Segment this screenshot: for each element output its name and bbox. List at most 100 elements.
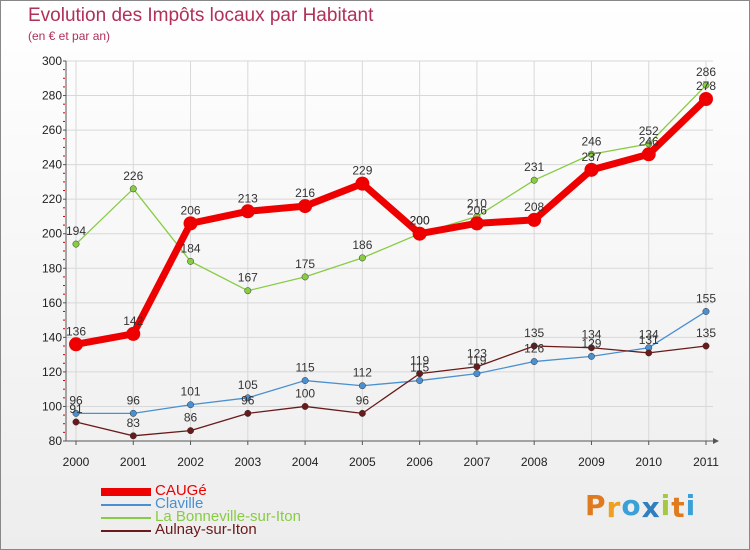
- data-point-la-bonneville-sur-iton: [301, 273, 309, 281]
- data-label-la-bonneville-sur-iton: 226: [123, 169, 143, 183]
- data-label-la-bonneville-sur-iton: 186: [352, 238, 372, 252]
- y-tick-label: 180: [42, 261, 62, 275]
- data-label-caug-: 136: [66, 324, 86, 338]
- data-point-la-bonneville-sur-iton: [702, 81, 710, 89]
- data-label-claville: 96: [69, 393, 83, 407]
- series-line-claville: [76, 310, 707, 415]
- data-point-claville: [244, 394, 252, 402]
- data-point-aulnay-sur-iton: [645, 349, 653, 357]
- data-label-caug-: 237: [581, 150, 601, 164]
- legend-swatch: [101, 488, 151, 496]
- x-tick-label: 2008: [521, 455, 548, 469]
- data-label-la-bonneville-sur-iton: 231: [524, 160, 544, 174]
- data-label-claville: 134: [639, 328, 659, 342]
- data-point-aulnay-sur-iton: [187, 427, 194, 435]
- data-point-aulnay-sur-iton: [72, 418, 80, 426]
- data-label-aulnay-sur-iton: 123: [467, 347, 487, 361]
- data-point-claville: [187, 401, 194, 409]
- data-point-claville: [129, 409, 137, 417]
- data-point-aulnay-sur-iton: [301, 403, 309, 410]
- data-point-la-bonneville-sur-iton: [358, 254, 366, 262]
- data-point-claville: [358, 382, 366, 390]
- data-label-claville: 112: [353, 366, 372, 380]
- data-point-caug-: [355, 176, 370, 191]
- y-tick-label: 140: [42, 330, 62, 344]
- data-label-caug-: 246: [639, 134, 659, 148]
- data-point-caug-: [126, 326, 141, 341]
- data-label-claville: 155: [696, 291, 716, 305]
- data-label-caug-: 216: [295, 186, 315, 200]
- data-label-claville: 96: [127, 393, 141, 407]
- data-label-caug-: 278: [696, 79, 716, 93]
- data-point-claville: [702, 308, 710, 315]
- data-label-caug-: 200: [410, 214, 430, 228]
- y-tick-label: 120: [42, 365, 62, 379]
- data-point-caug-: [469, 216, 484, 231]
- data-point-la-bonneville-sur-iton: [244, 287, 252, 295]
- data-label-aulnay-sur-iton: 135: [524, 326, 544, 340]
- data-label-aulnay-sur-iton: 131: [639, 333, 659, 347]
- data-point-la-bonneville-sur-iton: [187, 257, 194, 265]
- x-tick-label: 2002: [177, 455, 204, 469]
- data-point-caug-: [699, 92, 713, 106]
- data-label-claville: 126: [524, 342, 544, 356]
- data-point-claville: [530, 358, 538, 365]
- data-point-aulnay-sur-iton: [702, 342, 710, 350]
- data-point-aulnay-sur-iton: [244, 409, 252, 417]
- legend-swatch: [101, 530, 151, 532]
- data-point-la-bonneville-sur-iton: [530, 176, 538, 184]
- data-label-aulnay-sur-iton: 100: [295, 386, 315, 400]
- data-label-la-bonneville-sur-iton: 246: [581, 134, 601, 148]
- data-label-aulnay-sur-iton: 134: [581, 328, 601, 342]
- data-label-aulnay-sur-iton: 86: [184, 411, 198, 425]
- data-point-caug-: [298, 199, 313, 214]
- data-point-la-bonneville-sur-iton: [645, 140, 653, 148]
- legend-label: Claville: [155, 495, 204, 512]
- y-tick-label: 240: [42, 158, 62, 172]
- x-axis-arrow: [713, 438, 719, 444]
- data-label-aulnay-sur-iton: 91: [69, 402, 83, 416]
- data-label-la-bonneville-sur-iton: 194: [66, 224, 86, 238]
- legend-label: Aulnay-sur-Iton: [155, 521, 257, 538]
- series-line-caug-: [75, 96, 709, 348]
- legend-label: La Bonneville-sur-Iton: [155, 508, 301, 525]
- data-point-aulnay-sur-iton: [416, 370, 424, 378]
- x-tick-label: 2003: [234, 455, 261, 469]
- y-tick-label: 200: [42, 227, 62, 241]
- x-tick-label: 2009: [578, 455, 605, 469]
- data-label-caug-: 142: [123, 314, 143, 328]
- data-point-caug-: [412, 226, 427, 241]
- data-label-aulnay-sur-iton: 96: [241, 393, 255, 407]
- x-tick-label: 2001: [120, 455, 147, 469]
- data-point-caug-: [641, 147, 656, 162]
- data-point-caug-: [240, 204, 255, 219]
- data-label-caug-: 213: [238, 191, 258, 205]
- data-label-aulnay-sur-iton: 96: [356, 393, 370, 407]
- y-tick-label: 220: [42, 192, 62, 206]
- data-label-claville: 129: [581, 336, 601, 350]
- legend-swatch: [101, 504, 151, 506]
- data-label-la-bonneville-sur-iton: 200: [410, 214, 430, 228]
- x-tick-label: 2010: [635, 455, 662, 469]
- data-label-la-bonneville-sur-iton: 210: [467, 196, 487, 210]
- data-label-la-bonneville-sur-iton: 286: [696, 65, 716, 79]
- y-tick-label: 160: [42, 296, 62, 310]
- y-tick-label: 80: [49, 434, 63, 448]
- data-label-claville: 115: [410, 361, 429, 375]
- legend-label: CAUGé: [155, 482, 207, 499]
- data-point-aulnay-sur-iton: [530, 342, 538, 350]
- data-point-caug-: [69, 337, 83, 352]
- y-tick-label: 280: [42, 89, 62, 103]
- data-point-claville: [473, 370, 481, 378]
- legend-swatch: [101, 517, 151, 519]
- chart-title: Evolution des Impôts locaux par Habitant: [28, 5, 374, 26]
- data-label-la-bonneville-sur-iton: 167: [238, 271, 258, 285]
- data-label-claville: 115: [296, 361, 315, 375]
- data-label-aulnay-sur-iton: 83: [127, 416, 141, 430]
- y-tick-label: 260: [42, 123, 62, 137]
- y-tick-label: 100: [42, 399, 62, 413]
- data-point-aulnay-sur-iton: [588, 344, 595, 352]
- data-point-claville: [301, 377, 309, 384]
